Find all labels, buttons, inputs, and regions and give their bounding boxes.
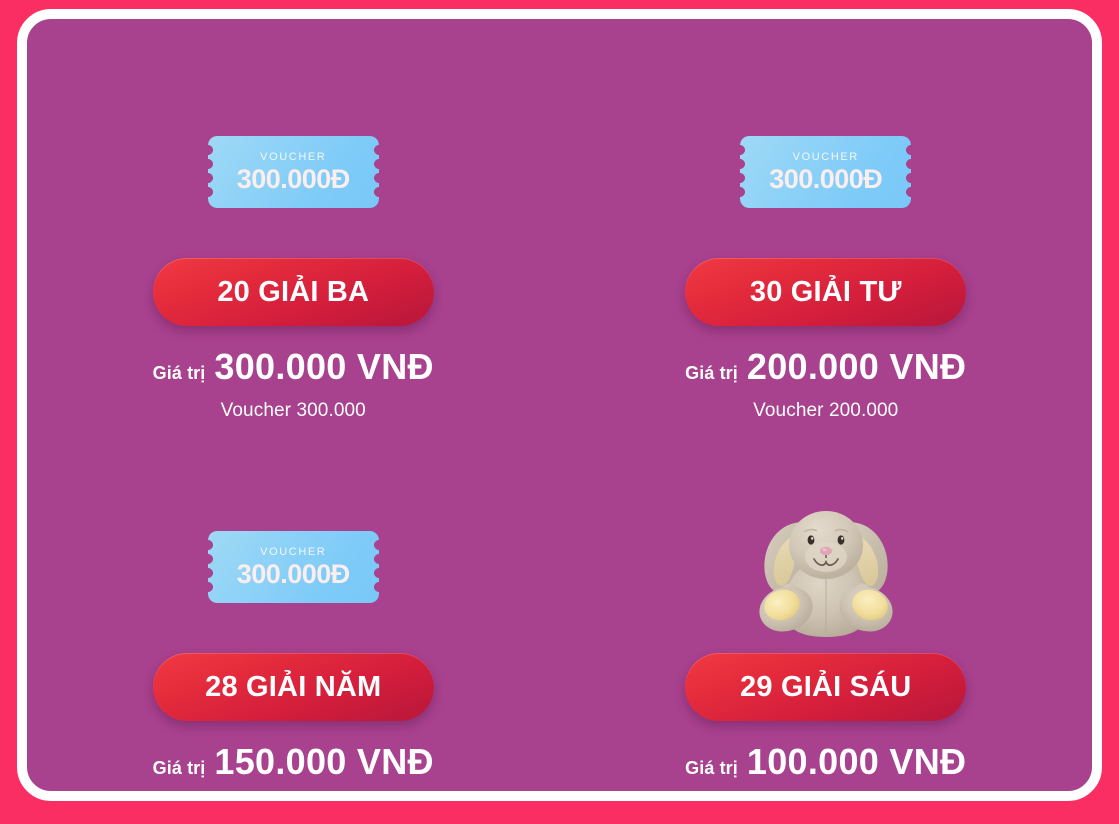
voucher-amount: 300.000Đ bbox=[236, 163, 351, 194]
voucher-label: VOUCHER bbox=[792, 150, 859, 163]
voucher-label: VOUCHER bbox=[260, 150, 327, 163]
prize-description: Gấu Bông Little Footprints bbox=[714, 795, 937, 801]
value-prefix-label: Giá trị bbox=[152, 363, 206, 383]
voucher-label: VOUCHER bbox=[260, 545, 327, 558]
voucher-amount: 300.000Đ bbox=[236, 558, 351, 589]
value-amount: 200.000 VNĐ bbox=[746, 346, 967, 387]
prize-value-line: Giá trị 200.000 VNĐ bbox=[685, 346, 966, 388]
value-prefix-label: Giá trị bbox=[685, 758, 738, 778]
prize-panel: VOUCHER 300.000Đ 20 GIẢI BA Giá trị 300.… bbox=[17, 9, 1102, 801]
prize-grid: VOUCHER 300.000Đ 20 GIẢI BA Giá trị 300.… bbox=[27, 19, 1092, 791]
voucher-ticket-icon: VOUCHER 300.000Đ bbox=[740, 136, 912, 208]
voucher-amount: 300.000Đ bbox=[769, 163, 883, 194]
prize-card-giai-ba: VOUCHER 300.000Đ 20 GIẢI BA Giá trị 300.… bbox=[27, 19, 560, 422]
prize-artwork bbox=[746, 487, 906, 647]
prize-value-line: Giá trị 100.000 VNĐ bbox=[685, 741, 966, 783]
value-prefix-label: Giá trị bbox=[152, 758, 206, 778]
prize-value-line: Giá trị 150.000 VNĐ bbox=[153, 741, 434, 783]
prize-button-giai-sau[interactable]: 29 GIẢI SÁU bbox=[685, 653, 967, 721]
prize-button-giai-ba[interactable]: 20 GIẢI BA bbox=[152, 258, 434, 326]
voucher-ticket-icon: VOUCHER 300.000Đ bbox=[207, 136, 379, 208]
prize-card-giai-sau: 29 GIẢI SÁU Giá trị 100.000 VNĐ Gấu Bông… bbox=[560, 422, 1093, 801]
prize-description: Voucher 200.000 bbox=[753, 400, 899, 421]
prize-artwork: VOUCHER 300.000Đ bbox=[207, 92, 379, 252]
value-amount: 100.000 VNĐ bbox=[746, 741, 967, 782]
prize-card-giai-nam: VOUCHER 300.000Đ 28 GIẢI NĂM Giá trị 150… bbox=[27, 422, 560, 801]
prize-description: Voucher 300.000 bbox=[220, 400, 366, 421]
value-amount: 150.000 VNĐ bbox=[214, 741, 434, 782]
prize-artwork: VOUCHER 300.000Đ bbox=[207, 487, 379, 647]
plush-bunny-icon bbox=[759, 511, 893, 637]
value-prefix-label: Giá trị bbox=[685, 363, 738, 383]
prize-card-giai-tu: VOUCHER 300.000Đ 30 GIẢI TƯ Giá trị 200.… bbox=[560, 19, 1093, 422]
prize-artwork: VOUCHER 300.000Đ bbox=[740, 92, 912, 252]
prize-button-giai-tu[interactable]: 30 GIẢI TƯ bbox=[685, 258, 967, 326]
prize-value-line: Giá trị 300.000 VNĐ bbox=[153, 346, 434, 388]
voucher-ticket-icon: VOUCHER 300.000Đ bbox=[207, 531, 379, 603]
prize-description: Voucher 150.000 bbox=[221, 795, 366, 801]
prize-button-giai-nam[interactable]: 28 GIẢI NĂM bbox=[152, 653, 434, 721]
value-amount: 300.000 VNĐ bbox=[214, 346, 434, 387]
